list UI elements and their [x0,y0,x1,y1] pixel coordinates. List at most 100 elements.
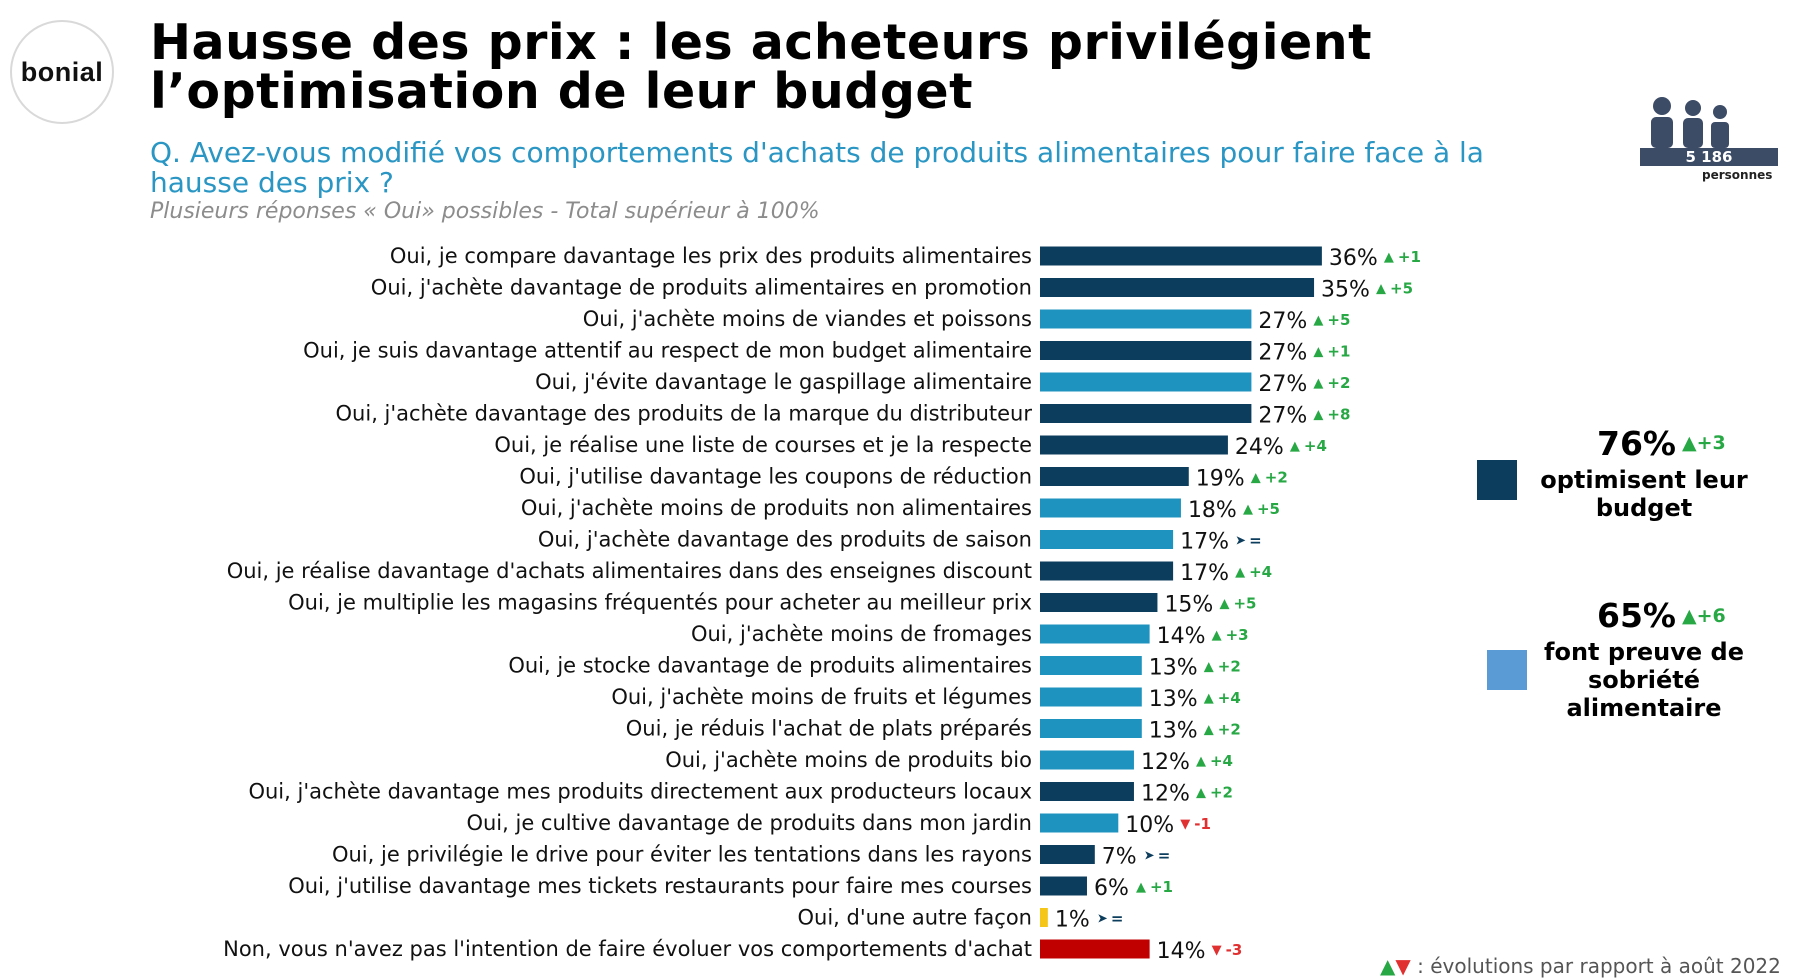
evolution-label: +4 [1249,563,1272,581]
value-label: 18% [1188,498,1237,523]
value-label: 24% [1235,435,1284,460]
evolution-label: +2 [1327,374,1350,392]
evolution-label: -1 [1194,815,1211,833]
bar [1040,845,1095,864]
evolution-label: +5 [1390,280,1413,298]
evolution-label: -3 [1226,941,1243,959]
category-label: Oui, j'achète davantage de produits alim… [371,276,1032,300]
category-label: Oui, j'achète moins de fruits et légumes [611,685,1032,709]
up-arrow-icon: ▲ [1376,282,1386,297]
bar [1040,435,1228,455]
bar [1040,404,1252,423]
category-label: Oui, j'utilise davantage les coupons de … [519,465,1032,489]
down-arrow-icon: ▼ [1395,954,1411,978]
bar [1040,309,1252,329]
people-icon [1651,97,1729,148]
up-arrow-icon: ▲ [1204,723,1214,738]
evolution-label: +5 [1257,500,1280,518]
legend-line: sobriété [1587,666,1701,694]
bar [1040,246,1322,266]
value-label: 19% [1196,467,1245,492]
value-label: 13% [1149,687,1198,712]
category-label: Non, vous n'avez pas l'intention de fair… [223,937,1032,961]
value-label: 15% [1164,593,1213,618]
value-label: 1% [1055,908,1090,933]
legend-evo-value: +3 [1696,432,1726,454]
value-label: 17% [1180,561,1229,586]
value-label: 7% [1102,845,1137,870]
evolution-label: +2 [1218,658,1241,676]
sample-count: 5 186 [1640,148,1778,166]
category-label: Oui, je compare davantage les prix des p… [390,244,1032,268]
value-label: 27% [1258,309,1307,334]
bar [1040,750,1134,770]
category-label: Oui, je cultive davantage de produits da… [466,811,1032,835]
legend-swatch-dark [1477,460,1517,500]
category-label: Oui, j'achète moins de produits bio [665,748,1032,772]
value-label: 14% [1157,624,1206,649]
evolution-label: +1 [1327,343,1350,361]
equal-arrow-icon: ➤ [1097,912,1108,927]
legend-pct: 65% [1597,596,1676,635]
footnote-text: : évolutions par rapport à août 2022 [1417,954,1781,978]
evolution-label: = [1111,910,1124,928]
up-arrow-icon: ▲ [1290,439,1300,454]
value-label: 13% [1149,719,1198,744]
title-line-1: Hausse des prix : les acheteurs privilég… [150,14,1373,71]
legend-line: font preuve de [1544,638,1744,666]
logo-text: bonial [20,56,104,87]
equal-arrow-icon: ➤ [1235,534,1246,549]
up-arrow-icon: ▲ [1204,660,1214,675]
up-arrow-icon: ▲ [1682,605,1697,627]
evolution-label: +2 [1210,784,1233,802]
sample-unit: personnes [1702,168,1773,182]
evolution-label: = [1158,847,1171,865]
evolution-label: +1 [1398,248,1421,266]
up-arrow-icon: ▲ [1212,628,1222,643]
value-label: 27% [1258,404,1307,429]
value-label: 13% [1149,656,1198,681]
up-arrow-icon: ▲ [1219,597,1229,612]
down-arrow-icon: ▼ [1212,943,1222,958]
bar [1040,908,1048,927]
category-label: Oui, je réalise une liste de courses et … [494,433,1032,457]
category-label: Oui, je multiplie les magasins fréquenté… [288,591,1032,615]
page-title: Hausse des prix : les acheteurs privilég… [150,18,1372,116]
equal-arrow-icon: ➤ [1144,849,1155,864]
bar [1040,719,1142,738]
evolution-label: +3 [1226,626,1249,644]
evolution-label: +2 [1218,721,1241,739]
value-label: 35% [1321,278,1370,303]
value-label: 14% [1157,939,1206,964]
value-label: 6% [1094,876,1129,901]
bar [1040,593,1158,612]
up-arrow-icon: ▲ [1384,250,1394,265]
up-arrow-icon: ▲ [1196,754,1206,769]
answer-note: Plusieurs réponses « Oui» possibles - To… [150,199,820,224]
legend-evo: ▲+6 [1682,605,1726,627]
value-label: 17% [1180,530,1229,555]
bar [1040,687,1142,707]
category-label: Oui, j'achète davantage des produits de … [538,528,1032,552]
category-label: Oui, d'une autre façon [798,906,1033,930]
bar [1040,624,1150,644]
category-label: Oui, je stocke davantage de produits ali… [508,654,1032,678]
category-label: Oui, je suis davantage attentif au respe… [303,339,1032,363]
legend-pct: 76% [1597,424,1676,463]
up-arrow-icon: ▲ [1136,880,1146,895]
up-arrow-icon: ▲ [1235,565,1245,580]
value-label: 36% [1329,246,1378,271]
value-label: 27% [1258,372,1307,397]
up-arrow-icon: ▲ [1313,345,1323,360]
category-label: Oui, je réalise davantage d'achats alime… [227,559,1032,583]
evolution-label: +1 [1150,878,1173,896]
up-arrow-icon: ▲ [1251,471,1261,486]
category-label: Oui, j'utilise davantage mes tickets res… [288,874,1032,898]
category-label: Oui, j'achète moins de viandes et poisso… [583,307,1032,331]
survey-question: Q. Avez-vous modifié vos comportements d… [150,136,1484,199]
category-label: Oui, j'achète davantage des produits de … [336,402,1033,426]
footnote: ▲▼ : évolutions par rapport à août 2022 [1380,954,1781,978]
up-arrow-icon: ▲ [1380,954,1396,978]
bar [1040,372,1252,392]
